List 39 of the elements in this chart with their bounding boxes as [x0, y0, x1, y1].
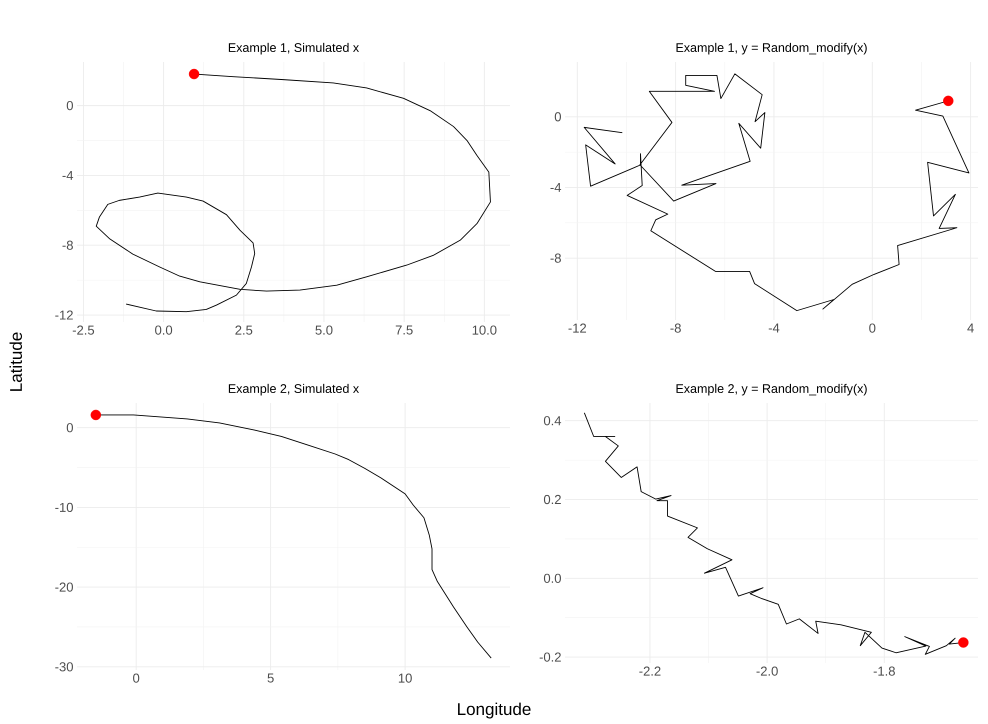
y-tick-label: -8 [550, 254, 561, 263]
x-tick-label: 0 [133, 674, 140, 683]
y-tick-label: 0 [554, 112, 561, 122]
x-tick-label: -2.2 [639, 666, 660, 676]
y-tick-label: -4 [550, 182, 562, 192]
y-tick-label: 0.2 [544, 494, 561, 504]
y-axis-title: Latitude [10, 332, 22, 391]
x-tick-label: 0.0 [155, 326, 172, 335]
chart-title: Example 1, y = Random_modify(x) [676, 42, 867, 54]
x-axis-title: Longitude [458, 702, 531, 718]
x-tick-label: -8 [670, 324, 681, 333]
y-tick-label: -12 [55, 310, 73, 320]
chart-title: Example 2, Simulated x [228, 384, 359, 396]
y-tick-label: 0 [66, 101, 73, 110]
chart-title: Example 1, Simulated x [228, 42, 359, 54]
y-tick-label: -10 [55, 502, 73, 512]
x-tick-label: -12 [568, 324, 586, 333]
y-tick-label: 0.4 [544, 416, 562, 426]
y-tick-label: -4 [62, 170, 74, 180]
x-tick-label: 5.0 [315, 326, 332, 335]
y-tick-label: 0.0 [544, 574, 561, 583]
y-tick-label: -20 [55, 582, 73, 592]
y-tick-label: -0.2 [540, 652, 561, 662]
x-tick-label: 10 [398, 674, 412, 683]
x-tick-label: 5 [268, 674, 274, 683]
x-tick-label: -1.8 [874, 666, 895, 676]
x-tick-label: -4 [768, 324, 780, 332]
y-tick-label: 0 [66, 423, 73, 432]
x-tick-label: 10.0 [472, 326, 496, 335]
chart-title: Example 2, y = Random_modify(x) [676, 384, 867, 396]
x-tick-label: -2.0 [756, 666, 778, 676]
x-tick-label: 4 [967, 324, 974, 332]
x-tick-label: 0 [869, 324, 876, 333]
line-series [584, 73, 970, 312]
x-tick-label: 7.5 [396, 326, 413, 335]
y-tick-label: -30 [55, 662, 73, 672]
x-tick-label: 2.5 [235, 326, 252, 335]
y-tick-label: -8 [62, 240, 73, 250]
x-tick-label: -2.5 [72, 326, 94, 335]
